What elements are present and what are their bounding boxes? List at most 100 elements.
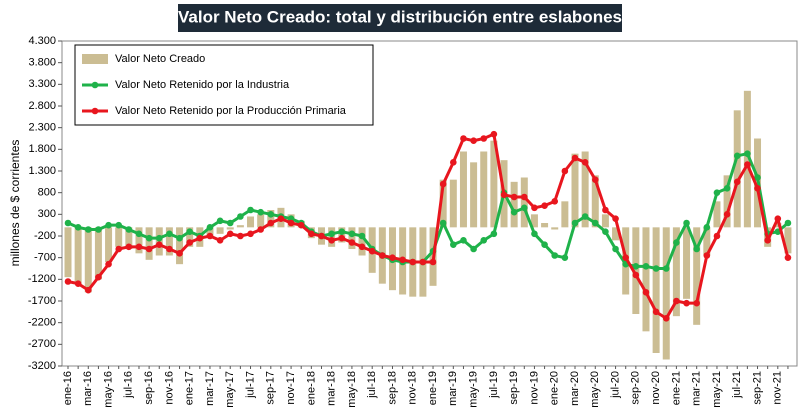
bar — [247, 216, 255, 228]
point — [764, 237, 771, 244]
x-tick-label: ene-18 — [305, 371, 317, 405]
x-tick-label: sep-18 — [386, 371, 398, 405]
x-tick-label: jul-16 — [123, 371, 135, 399]
x-tick-label: mar-21 — [691, 371, 703, 406]
y-tick-label: -1700 — [28, 295, 56, 307]
point — [510, 208, 518, 216]
y-tick-label: -200 — [34, 230, 56, 242]
point — [632, 263, 640, 270]
point — [551, 198, 559, 205]
y-tick-label: -2700 — [28, 338, 56, 350]
point — [318, 232, 325, 240]
bar — [226, 227, 234, 230]
point — [226, 219, 234, 227]
bar — [439, 179, 447, 228]
point — [95, 226, 102, 233]
point — [74, 224, 82, 231]
point — [166, 230, 173, 238]
x-tick-label: may-18 — [346, 371, 358, 408]
point — [470, 137, 477, 144]
x-tick-label: sep-20 — [630, 371, 642, 405]
bar — [541, 223, 549, 228]
bar — [703, 227, 711, 256]
point — [581, 213, 589, 220]
title-box — [178, 4, 622, 32]
point — [125, 243, 133, 251]
bar — [642, 227, 650, 332]
x-tick-label: nov-16 — [163, 371, 175, 405]
x-tick-label: mar-20 — [569, 371, 581, 406]
point — [591, 176, 599, 183]
legend-box — [74, 44, 374, 126]
bar — [510, 181, 518, 228]
x-tick-label: may-21 — [711, 371, 723, 408]
point — [176, 250, 183, 257]
bar — [74, 227, 82, 284]
x-tick-label: ene-19 — [427, 371, 439, 405]
point — [439, 180, 447, 188]
point — [429, 258, 437, 266]
point — [419, 258, 427, 266]
point — [551, 252, 559, 259]
point — [338, 234, 346, 242]
point — [500, 191, 508, 199]
point — [105, 221, 112, 229]
point — [155, 234, 163, 242]
bar — [672, 227, 680, 317]
x-tick-label: ene-17 — [184, 371, 196, 405]
point — [774, 215, 782, 222]
bar — [94, 227, 102, 280]
bar — [84, 227, 92, 293]
point — [186, 228, 193, 235]
point — [308, 230, 315, 238]
point — [115, 221, 122, 229]
point — [216, 237, 224, 244]
bar — [216, 227, 224, 234]
point — [531, 230, 538, 238]
point — [642, 263, 650, 270]
point — [399, 256, 406, 264]
point — [135, 230, 143, 238]
point — [662, 265, 670, 272]
point — [480, 135, 488, 142]
point — [247, 230, 254, 238]
legend-marker — [91, 81, 99, 89]
bar — [632, 227, 640, 314]
x-tick-label: jul-21 — [731, 371, 743, 399]
bar — [206, 227, 214, 236]
point — [450, 241, 457, 248]
point — [561, 167, 569, 175]
point — [460, 135, 467, 142]
point — [155, 241, 163, 248]
y-tick-label: 300 — [38, 208, 56, 220]
bar — [145, 227, 153, 260]
point — [713, 232, 721, 240]
point — [277, 215, 285, 222]
bar — [186, 227, 194, 247]
y-tick-label: 3.800 — [28, 57, 56, 69]
x-tick-label: sep-21 — [751, 371, 763, 405]
point — [622, 254, 629, 261]
point — [713, 189, 721, 196]
bar — [480, 151, 488, 228]
bar — [693, 227, 701, 325]
point — [64, 219, 72, 227]
point — [591, 219, 599, 227]
bar — [358, 227, 366, 256]
point — [723, 211, 731, 218]
y-tick-label: 1.800 — [28, 143, 56, 155]
point — [602, 228, 609, 235]
y-tick-label: -2200 — [28, 317, 56, 329]
point — [145, 245, 153, 253]
bar — [530, 214, 538, 228]
point — [267, 211, 275, 218]
point — [328, 237, 335, 244]
x-tick-label: mar-18 — [326, 371, 338, 406]
point — [84, 226, 92, 233]
bar — [64, 227, 72, 278]
point — [348, 230, 356, 238]
legend-label: Valor Neto Retenido por la Industria — [115, 79, 290, 91]
point — [531, 204, 538, 212]
y-tick-label: 800 — [38, 187, 56, 199]
point — [338, 228, 346, 235]
